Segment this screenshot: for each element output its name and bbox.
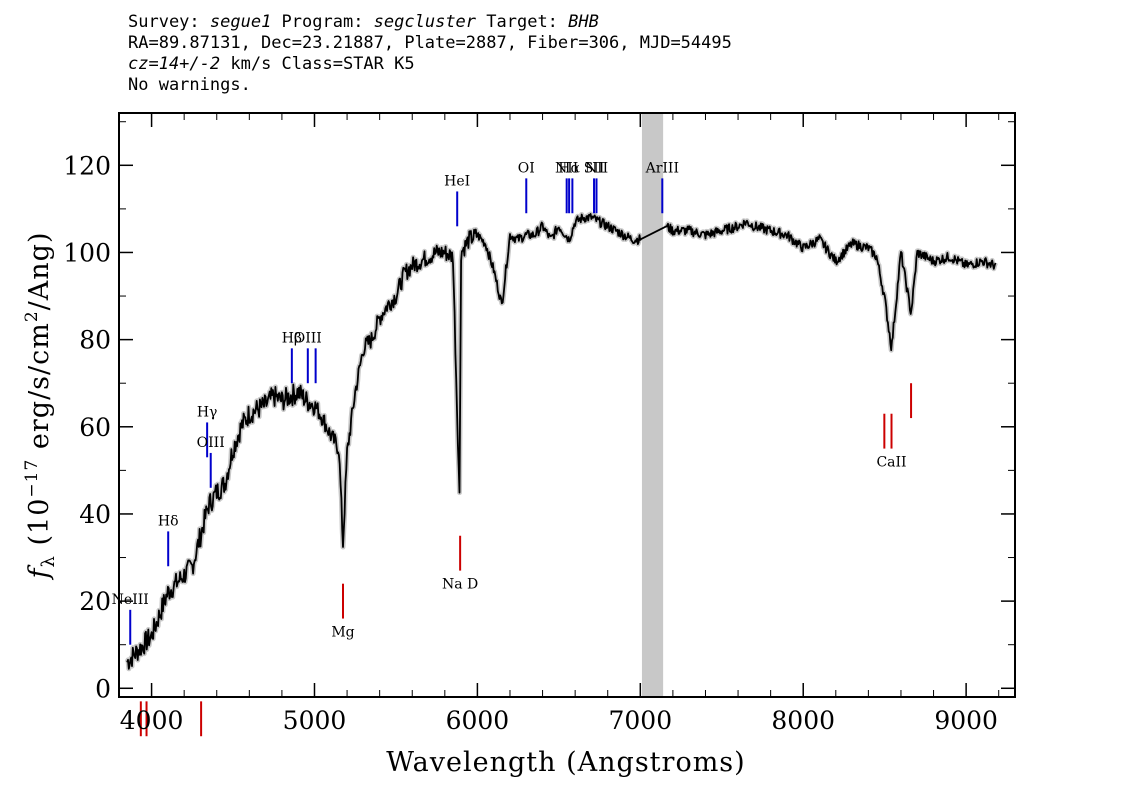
line-marker-label: OI bbox=[518, 160, 535, 176]
line-marker-label: NII bbox=[555, 160, 578, 176]
target-label: Target: bbox=[476, 12, 569, 32]
line-marker-label: CaII bbox=[876, 455, 906, 471]
x-tick-label: 6000 bbox=[446, 706, 510, 735]
y-tick-label: 60 bbox=[79, 413, 111, 442]
spectrum-header: Survey: segue1 Program: segcluster Targe… bbox=[128, 12, 732, 96]
line-marker-label: Hδ bbox=[158, 513, 179, 529]
error-band-layer bbox=[124, 211, 998, 672]
error-band-segment bbox=[664, 218, 998, 353]
axes-layer: 4000 5000 6000 7000 8000 9000 0 20 40 60 80 100 120 bbox=[63, 112, 1016, 735]
spectrum-gap-line bbox=[639, 225, 667, 241]
header-line-3: cz=14+/-2 km/s Class=STAR K5 bbox=[128, 54, 732, 75]
line-marker-label: SII bbox=[584, 160, 605, 176]
spectrum-line bbox=[126, 213, 642, 670]
y-tick-label: 80 bbox=[79, 326, 111, 355]
header-line-2: RA=89.87131, Dec=23.21887, Plate=2887, F… bbox=[128, 33, 732, 53]
line-marker-label: NeIII bbox=[112, 592, 149, 608]
x-tick-label: 4000 bbox=[120, 706, 184, 735]
line-marker-label: NII bbox=[585, 160, 608, 176]
header-line-4: No warnings. bbox=[128, 75, 251, 95]
x-tick-label: 8000 bbox=[771, 706, 835, 735]
line-marker-label: OIII bbox=[294, 330, 322, 346]
x-axis-label: Wavelength (Angstroms) bbox=[386, 747, 745, 778]
line-marker-label: Hα bbox=[558, 160, 580, 176]
y-tick-label: 0 bbox=[95, 674, 111, 703]
x-tick-label: 5000 bbox=[283, 706, 347, 735]
line-marker-label: OIII bbox=[197, 435, 225, 451]
redshift-value: cz=14+/-2 bbox=[128, 54, 221, 74]
target-value: BHB bbox=[568, 12, 599, 32]
line-marker-label: Hβ bbox=[282, 330, 302, 346]
program-value: segcluster bbox=[373, 12, 477, 32]
line-marker-label: HeI bbox=[444, 173, 470, 189]
y-tick-label: 40 bbox=[79, 500, 111, 529]
line-marker-label: Mg bbox=[331, 625, 354, 641]
survey-value: segue1 bbox=[209, 12, 272, 32]
y-tick-label: 120 bbox=[63, 151, 111, 180]
survey-label: Survey: bbox=[128, 12, 210, 32]
class-info: km/s Class=STAR K5 bbox=[220, 54, 415, 74]
spectrum-line bbox=[665, 219, 997, 352]
header-line-1: Survey: segue1 Program: segcluster Targe… bbox=[128, 12, 732, 33]
program-label: Program: bbox=[271, 12, 374, 32]
spectrum-layer bbox=[126, 213, 997, 670]
x-tick-label: 7000 bbox=[608, 706, 672, 735]
masked-band bbox=[641, 113, 664, 697]
line-marker-label: Hγ bbox=[197, 404, 218, 420]
plot-frame bbox=[118, 112, 1016, 698]
x-tick-label: 9000 bbox=[934, 706, 998, 735]
line-marker-label: ArIII bbox=[645, 160, 679, 176]
y-axis-label: fλ (10−17 erg/s/cm2/Ang) bbox=[22, 232, 59, 581]
line-marker-label: Na D bbox=[442, 577, 478, 593]
y-tick-label: 100 bbox=[63, 238, 111, 267]
masked-band-layer bbox=[641, 113, 664, 697]
y-tick-label: 20 bbox=[79, 587, 111, 616]
